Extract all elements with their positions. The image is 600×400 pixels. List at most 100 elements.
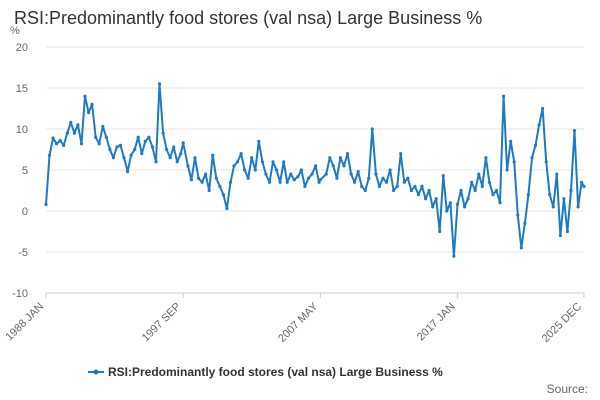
- data-point[interactable]: [498, 201, 502, 205]
- data-point[interactable]: [175, 160, 179, 164]
- data-point[interactable]: [214, 176, 218, 180]
- data-point[interactable]: [445, 209, 449, 213]
- data-point[interactable]: [264, 172, 268, 176]
- data-point[interactable]: [480, 184, 484, 188]
- data-point[interactable]: [285, 180, 289, 184]
- data-point[interactable]: [97, 142, 101, 146]
- data-point[interactable]: [218, 184, 222, 188]
- data-point[interactable]: [296, 175, 300, 179]
- data-point[interactable]: [342, 164, 346, 168]
- data-point[interactable]: [168, 156, 172, 160]
- data-point[interactable]: [165, 147, 169, 152]
- data-point[interactable]: [90, 102, 94, 106]
- data-point[interactable]: [356, 170, 360, 174]
- data-point[interactable]: [338, 156, 342, 160]
- data-point[interactable]: [374, 172, 378, 176]
- data-point[interactable]: [551, 205, 555, 209]
- data-point[interactable]: [459, 188, 463, 193]
- data-point[interactable]: [416, 193, 421, 197]
- data-point[interactable]: [292, 178, 296, 182]
- data-point[interactable]: [541, 106, 545, 111]
- data-point[interactable]: [154, 160, 158, 164]
- data-point[interactable]: [207, 188, 211, 193]
- data-point[interactable]: [87, 111, 91, 115]
- data-point[interactable]: [530, 156, 534, 160]
- data-point[interactable]: [487, 180, 491, 184]
- data-point[interactable]: [526, 193, 531, 197]
- data-point[interactable]: [314, 164, 318, 168]
- data-point[interactable]: [62, 143, 66, 147]
- data-point[interactable]: [452, 254, 456, 258]
- data-point[interactable]: [257, 139, 261, 143]
- data-point[interactable]: [388, 168, 392, 172]
- data-point[interactable]: [111, 156, 115, 160]
- data-point[interactable]: [463, 205, 467, 209]
- data-point[interactable]: [136, 135, 140, 139]
- data-point[interactable]: [236, 160, 240, 164]
- data-point[interactable]: [420, 184, 424, 188]
- data-point[interactable]: [211, 153, 215, 157]
- data-point[interactable]: [228, 180, 233, 184]
- data-point[interactable]: [306, 176, 311, 180]
- data-point[interactable]: [47, 153, 52, 157]
- data-point[interactable]: [413, 184, 417, 188]
- data-point[interactable]: [118, 143, 123, 147]
- data-point[interactable]: [289, 172, 293, 176]
- legend[interactable]: RSI:Predominantly food stores (val nsa) …: [88, 365, 443, 379]
- data-point[interactable]: [484, 156, 488, 160]
- data-point[interactable]: [370, 127, 374, 131]
- data-point[interactable]: [69, 120, 73, 124]
- data-point[interactable]: [172, 145, 176, 149]
- data-point[interactable]: [470, 180, 474, 184]
- data-point[interactable]: [353, 180, 357, 184]
- data-point[interactable]: [147, 135, 151, 139]
- data-point[interactable]: [55, 142, 59, 146]
- data-point[interactable]: [253, 168, 257, 172]
- data-point[interactable]: [569, 188, 573, 193]
- data-point[interactable]: [392, 188, 396, 193]
- data-point[interactable]: [189, 178, 193, 182]
- data-point[interactable]: [243, 168, 247, 172]
- data-point[interactable]: [384, 180, 389, 184]
- data-point[interactable]: [299, 168, 303, 172]
- data-point[interactable]: [424, 197, 428, 201]
- data-point[interactable]: [434, 197, 438, 201]
- data-point[interactable]: [533, 143, 538, 147]
- data-point[interactable]: [441, 174, 445, 178]
- data-point[interactable]: [303, 184, 307, 188]
- data-point[interactable]: [402, 180, 406, 184]
- data-point[interactable]: [83, 94, 87, 98]
- data-point[interactable]: [129, 153, 133, 157]
- data-point[interactable]: [523, 221, 527, 225]
- data-point[interactable]: [150, 145, 154, 149]
- data-point[interactable]: [349, 172, 353, 176]
- data-point[interactable]: [79, 142, 84, 146]
- data-point[interactable]: [101, 124, 105, 129]
- data-point[interactable]: [143, 139, 147, 143]
- data-point[interactable]: [267, 180, 272, 184]
- data-point[interactable]: [324, 172, 328, 176]
- data-point[interactable]: [473, 188, 477, 193]
- data-point[interactable]: [406, 176, 410, 180]
- data-point[interactable]: [76, 123, 80, 127]
- data-point[interactable]: [115, 145, 119, 149]
- data-point[interactable]: [260, 160, 264, 164]
- data-point[interactable]: [381, 176, 385, 180]
- data-point[interactable]: [282, 160, 286, 164]
- data-point[interactable]: [161, 131, 165, 135]
- data-point[interactable]: [44, 202, 48, 206]
- data-point[interactable]: [565, 229, 570, 234]
- data-point[interactable]: [310, 172, 314, 176]
- data-point[interactable]: [363, 188, 367, 193]
- data-point[interactable]: [558, 234, 563, 238]
- data-point[interactable]: [221, 193, 225, 197]
- data-point[interactable]: [466, 197, 470, 201]
- data-point[interactable]: [122, 156, 126, 160]
- data-point[interactable]: [555, 172, 559, 176]
- data-point[interactable]: [179, 152, 183, 156]
- data-point[interactable]: [509, 139, 513, 143]
- data-point[interactable]: [491, 193, 495, 197]
- data-point[interactable]: [104, 135, 108, 139]
- data-point[interactable]: [360, 184, 364, 188]
- data-point[interactable]: [409, 188, 413, 193]
